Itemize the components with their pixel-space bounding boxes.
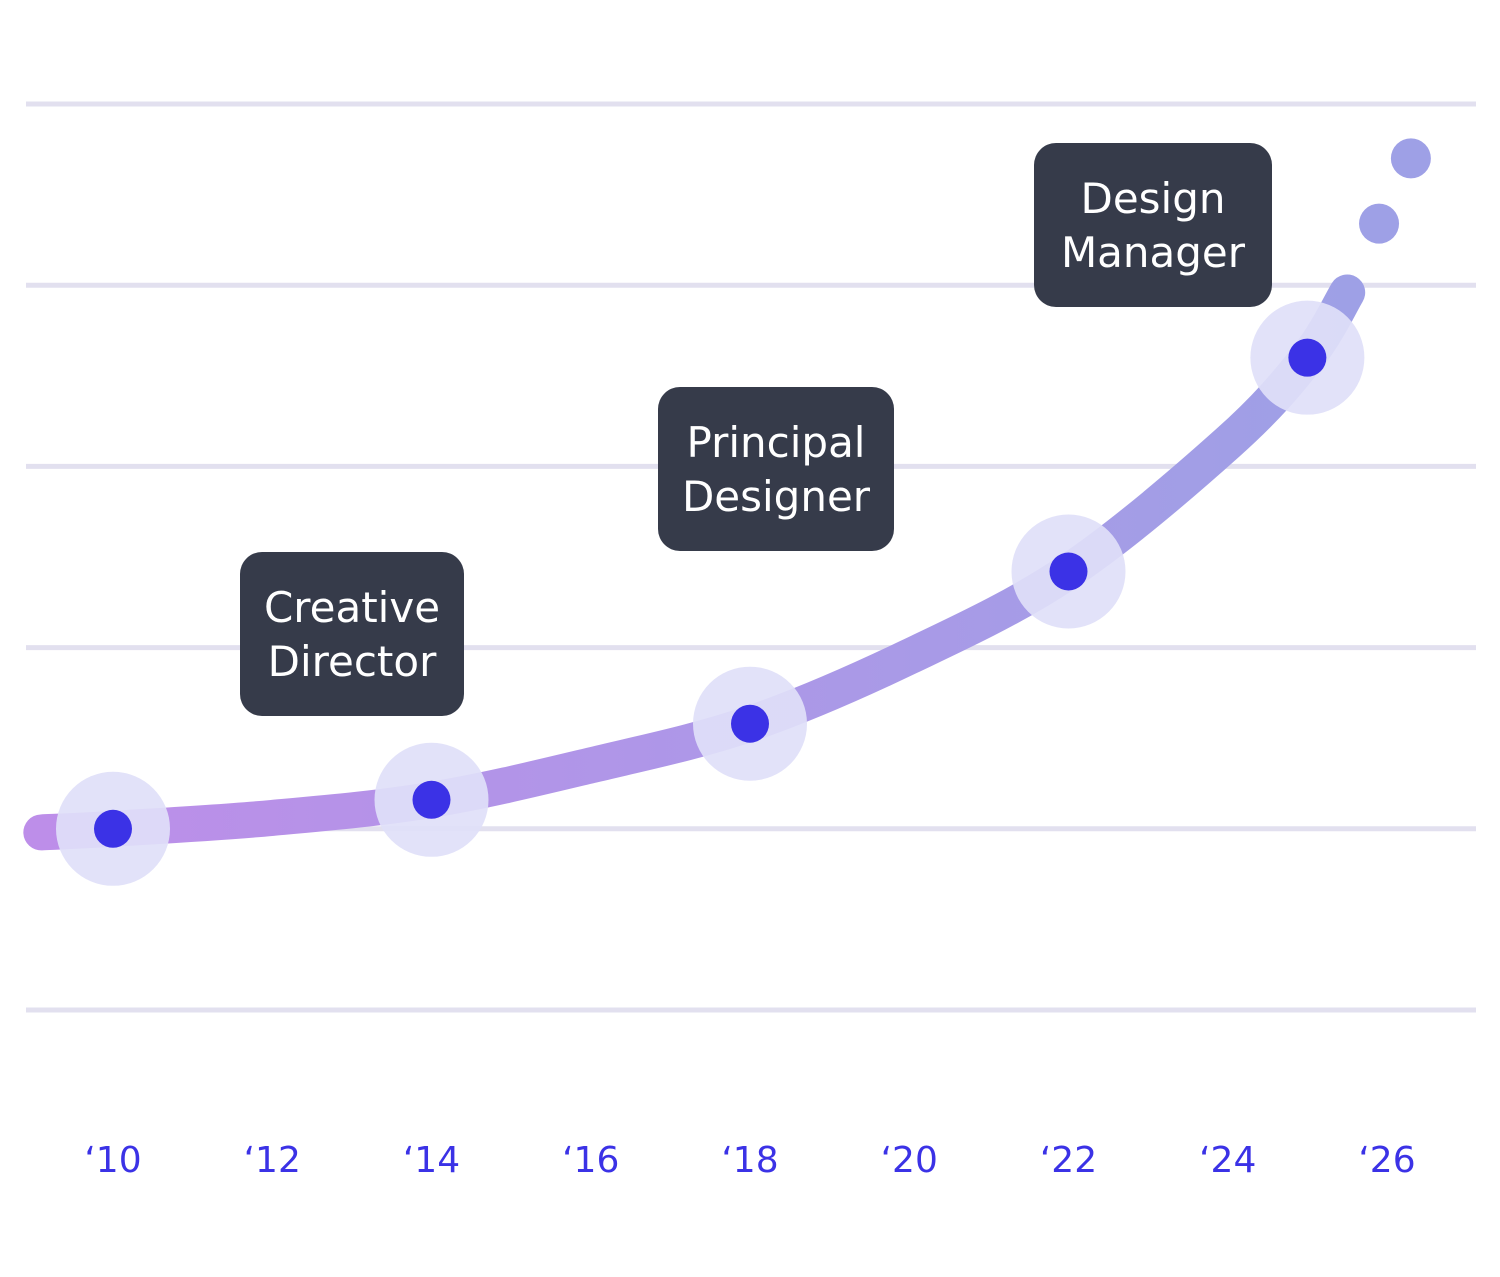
x-tick-label: ‘24: [1199, 1140, 1256, 1181]
x-tick-label: ‘18: [721, 1140, 778, 1181]
callout-box-2: [658, 387, 894, 551]
callout-box-3: [1034, 143, 1272, 307]
milestone-point-5: [1288, 338, 1327, 377]
callout-box-1: [240, 552, 464, 716]
callout-1-line-1: Creative: [264, 583, 440, 632]
x-tick-label: ‘22: [1040, 1140, 1097, 1181]
milestone-point-1: [94, 809, 132, 848]
callout-3-line-1: Design: [1080, 174, 1225, 223]
milestone-point-4: [1049, 552, 1088, 591]
callout-1-line-2: Director: [268, 637, 437, 686]
callout-1: Creative Director: [240, 552, 464, 716]
callout-2: Principal Designer: [658, 387, 894, 551]
x-tick-label: ‘26: [1358, 1140, 1415, 1181]
x-tick-label: ‘12: [244, 1140, 301, 1181]
milestone-point-3: [731, 704, 769, 743]
x-tick-label: ‘20: [881, 1140, 938, 1181]
trail-dot-1: [1359, 203, 1400, 244]
milestone-points: [56, 300, 1365, 886]
role-callouts: Creative Director Principal Designer Design M…: [240, 143, 1272, 716]
milestone-point-2: [412, 780, 451, 819]
callout-2-line-1: Principal: [687, 418, 866, 467]
x-axis-ticks: ‘10 ‘12 ‘14 ‘16 ‘18 ‘20 ‘22 ‘24 ‘26: [84, 1140, 1415, 1181]
callout-3-line-2: Manager: [1061, 228, 1246, 277]
callout-3: Design Manager: [1034, 143, 1272, 307]
trail-dot-2: [1390, 138, 1431, 179]
x-tick-label: ‘10: [84, 1140, 141, 1181]
growth-curve: [23, 274, 1366, 851]
callout-2-line-2: Designer: [682, 472, 871, 521]
x-tick-label: ‘16: [562, 1140, 619, 1181]
x-tick-label: ‘14: [403, 1140, 460, 1181]
